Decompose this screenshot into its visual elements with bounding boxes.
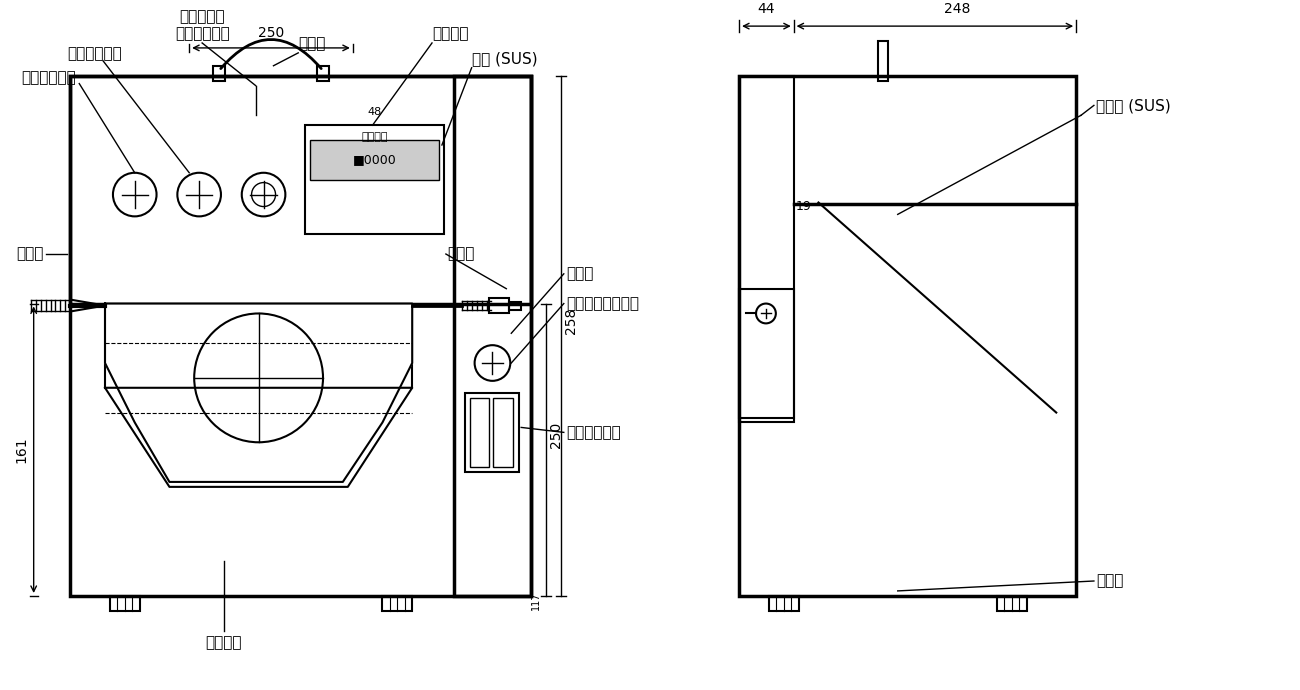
- Bar: [464, 393, 519, 472]
- Text: 本体 (SUS): 本体 (SUS): [472, 51, 537, 66]
- Text: タイマー: タイマー: [361, 132, 387, 142]
- Text: 48: 48: [368, 107, 382, 117]
- Text: 44: 44: [757, 2, 775, 16]
- Bar: [510, 302, 521, 310]
- Text: 258: 258: [564, 308, 577, 334]
- Bar: [878, 41, 888, 81]
- Polygon shape: [105, 388, 412, 487]
- Text: タイマー: タイマー: [432, 26, 468, 41]
- Text: ■0000: ■0000: [352, 153, 396, 166]
- Text: 停止スイッチ: 停止スイッチ: [68, 46, 122, 61]
- Bar: [997, 596, 1027, 611]
- Text: ポンプ: ポンプ: [566, 266, 593, 282]
- Bar: [317, 66, 329, 81]
- Bar: [213, 66, 225, 81]
- Bar: [70, 76, 532, 596]
- Text: 吸込口: 吸込口: [16, 246, 43, 262]
- Bar: [454, 76, 532, 596]
- Text: 吐出口: 吐出口: [447, 246, 474, 262]
- Text: スピードダイヤル: スピードダイヤル: [566, 296, 638, 311]
- Text: 250: 250: [549, 422, 563, 448]
- Text: ポンプ部: ポンプ部: [205, 635, 242, 651]
- Bar: [740, 76, 1076, 596]
- Text: 電源スイッチ: 電源スイッチ: [566, 425, 620, 440]
- Text: 切替スイッチ: 切替スイッチ: [174, 26, 230, 41]
- Text: 161: 161: [14, 436, 29, 463]
- Polygon shape: [105, 304, 412, 482]
- FancyArrowPatch shape: [221, 39, 321, 68]
- Text: 248: 248: [944, 2, 970, 16]
- Text: 運転スイッチ: 運転スイッチ: [21, 70, 75, 86]
- Text: 117: 117: [532, 591, 541, 609]
- Text: 自動・連続: 自動・連続: [179, 9, 225, 24]
- Text: カバー (SUS): カバー (SUS): [1096, 98, 1170, 113]
- Bar: [311, 140, 439, 179]
- Bar: [740, 76, 794, 422]
- Bar: [740, 288, 794, 417]
- Bar: [105, 304, 412, 388]
- Bar: [382, 596, 412, 611]
- Bar: [70, 76, 532, 304]
- Bar: [768, 596, 798, 611]
- Text: 19: 19: [796, 200, 811, 213]
- Bar: [306, 125, 443, 234]
- Bar: [494, 397, 514, 467]
- Text: 250: 250: [257, 26, 285, 40]
- Bar: [111, 596, 139, 611]
- Text: 取っ手: 取っ手: [298, 36, 325, 51]
- Bar: [469, 397, 490, 467]
- Bar: [490, 297, 510, 313]
- Text: ゴム脚: ゴム脚: [1096, 573, 1123, 589]
